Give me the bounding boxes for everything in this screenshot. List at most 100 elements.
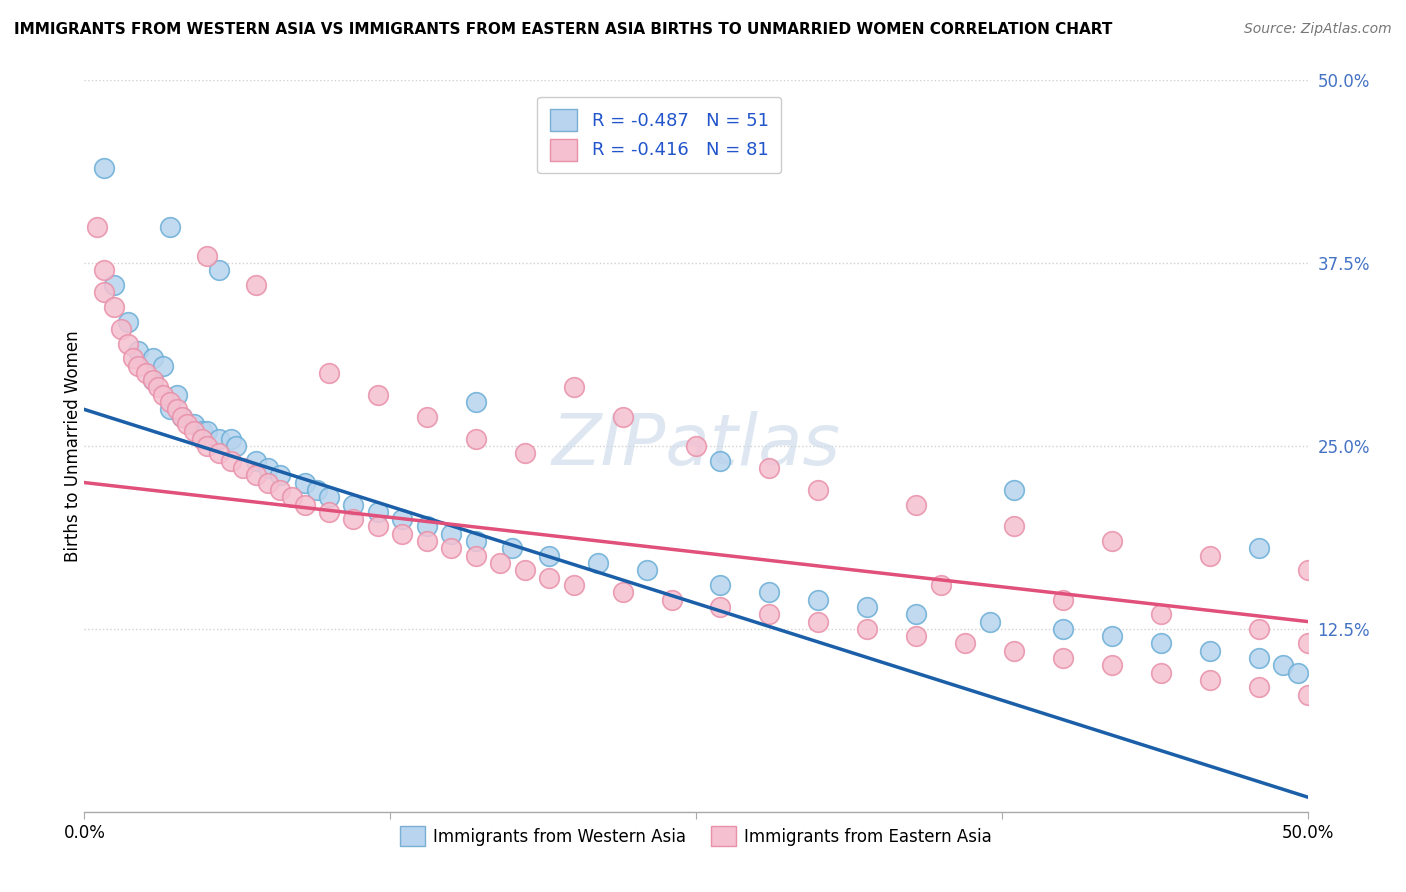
Point bbox=[538, 549, 561, 563]
Text: IMMIGRANTS FROM WESTERN ASIA VS IMMIGRANTS FROM EASTERN ASIA BIRTHS TO UNMARRIED: IMMIGRANTS FROM WESTERN ASIA VS IMMIGRAN… bbox=[14, 22, 1112, 37]
Point bbox=[856, 622, 879, 636]
Point bbox=[440, 526, 463, 541]
Point bbox=[318, 366, 340, 380]
Point bbox=[1101, 534, 1123, 549]
Point bbox=[1198, 644, 1220, 658]
Point bbox=[176, 417, 198, 431]
Point bbox=[142, 373, 165, 387]
Point bbox=[318, 505, 340, 519]
Point bbox=[440, 541, 463, 556]
Point bbox=[905, 607, 928, 622]
Point bbox=[208, 432, 231, 446]
Point bbox=[464, 432, 486, 446]
Point bbox=[159, 395, 181, 409]
Point bbox=[709, 453, 731, 467]
Point bbox=[1198, 673, 1220, 687]
Point bbox=[269, 483, 291, 497]
Point bbox=[807, 615, 830, 629]
Point bbox=[367, 519, 389, 533]
Point bbox=[1052, 622, 1074, 636]
Point bbox=[117, 336, 139, 351]
Point bbox=[464, 395, 486, 409]
Point bbox=[1052, 651, 1074, 665]
Point bbox=[152, 359, 174, 373]
Point bbox=[1002, 483, 1025, 497]
Point bbox=[1247, 651, 1270, 665]
Y-axis label: Births to Unmarried Women: Births to Unmarried Women bbox=[65, 330, 82, 562]
Point bbox=[1247, 622, 1270, 636]
Point bbox=[367, 388, 389, 402]
Legend: Immigrants from Western Asia, Immigrants from Eastern Asia: Immigrants from Western Asia, Immigrants… bbox=[391, 818, 1001, 855]
Point bbox=[281, 490, 304, 504]
Point bbox=[219, 453, 242, 467]
Point bbox=[464, 549, 486, 563]
Point bbox=[257, 475, 280, 490]
Point bbox=[758, 585, 780, 599]
Point bbox=[1150, 665, 1173, 680]
Point bbox=[685, 439, 707, 453]
Point bbox=[232, 461, 254, 475]
Point bbox=[294, 498, 316, 512]
Point bbox=[269, 468, 291, 483]
Point bbox=[905, 498, 928, 512]
Point bbox=[127, 359, 149, 373]
Point bbox=[612, 409, 634, 424]
Point bbox=[612, 585, 634, 599]
Point bbox=[86, 219, 108, 234]
Point bbox=[219, 432, 242, 446]
Point bbox=[905, 629, 928, 643]
Point bbox=[513, 446, 536, 460]
Point bbox=[709, 599, 731, 614]
Point bbox=[294, 475, 316, 490]
Point bbox=[245, 278, 267, 293]
Point bbox=[1247, 681, 1270, 695]
Point bbox=[166, 388, 188, 402]
Point bbox=[636, 563, 658, 577]
Point bbox=[1296, 636, 1319, 650]
Point bbox=[661, 592, 683, 607]
Point bbox=[93, 263, 115, 277]
Point bbox=[1101, 658, 1123, 673]
Point bbox=[342, 498, 364, 512]
Point bbox=[191, 432, 214, 446]
Point bbox=[135, 366, 157, 380]
Point bbox=[856, 599, 879, 614]
Point bbox=[208, 446, 231, 460]
Point bbox=[391, 526, 413, 541]
Point bbox=[538, 571, 561, 585]
Point bbox=[1247, 541, 1270, 556]
Point bbox=[208, 263, 231, 277]
Text: ZIPatlas: ZIPatlas bbox=[551, 411, 841, 481]
Point bbox=[709, 578, 731, 592]
Point bbox=[318, 490, 340, 504]
Point bbox=[245, 468, 267, 483]
Point bbox=[172, 409, 194, 424]
Point bbox=[152, 388, 174, 402]
Point bbox=[562, 578, 585, 592]
Point bbox=[416, 534, 439, 549]
Point bbox=[1296, 688, 1319, 702]
Point bbox=[807, 592, 830, 607]
Point bbox=[953, 636, 976, 650]
Point bbox=[1286, 665, 1309, 680]
Point bbox=[195, 439, 218, 453]
Point bbox=[513, 563, 536, 577]
Point bbox=[117, 315, 139, 329]
Point bbox=[142, 373, 165, 387]
Point bbox=[1198, 549, 1220, 563]
Point bbox=[146, 380, 169, 394]
Point bbox=[807, 483, 830, 497]
Point bbox=[586, 556, 609, 570]
Point bbox=[1101, 629, 1123, 643]
Point bbox=[225, 439, 247, 453]
Point bbox=[110, 322, 132, 336]
Point bbox=[1002, 644, 1025, 658]
Point bbox=[1150, 636, 1173, 650]
Point bbox=[245, 453, 267, 467]
Point bbox=[166, 402, 188, 417]
Point bbox=[183, 417, 205, 431]
Point bbox=[758, 607, 780, 622]
Point bbox=[416, 519, 439, 533]
Point bbox=[305, 483, 328, 497]
Point bbox=[1052, 592, 1074, 607]
